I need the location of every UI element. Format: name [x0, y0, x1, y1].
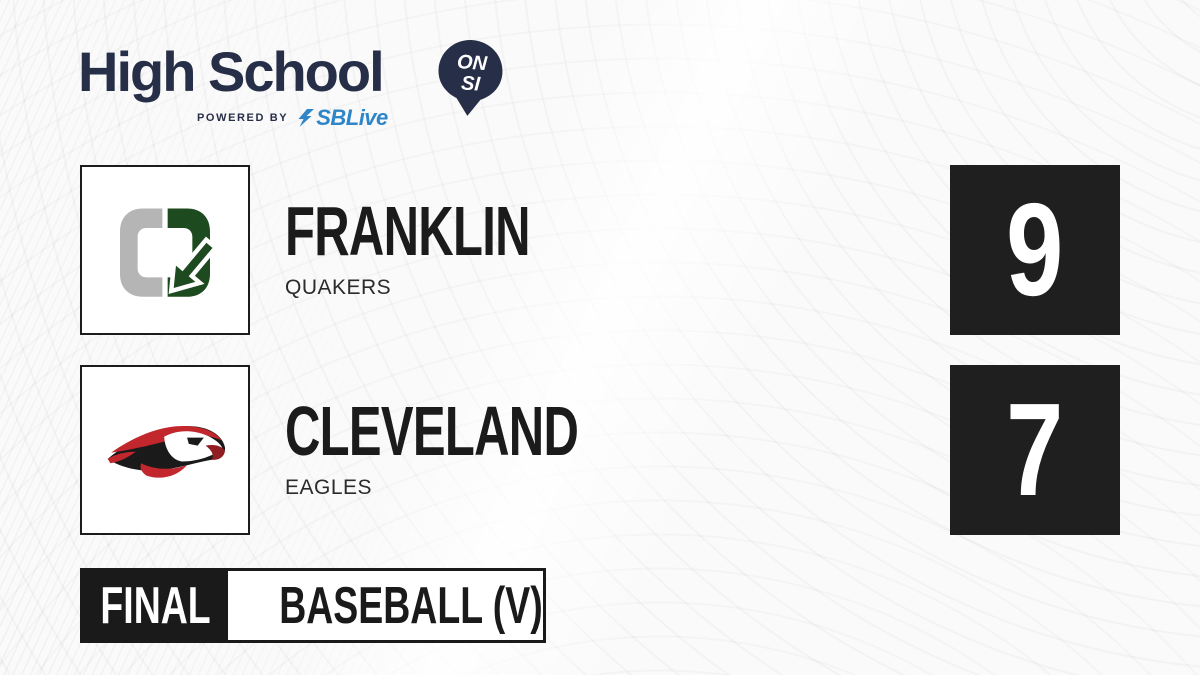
sblive-logo: SBLive — [297, 105, 388, 131]
status-sport-label: BASEBALL (V) — [279, 576, 543, 635]
status-bar: FINAL BASEBALL (V) — [80, 568, 546, 643]
pin-text-on: ON — [456, 51, 488, 75]
team1-text-block: FRANKLIN QUAKERS — [285, 163, 845, 333]
status-sport-badge: BASEBALL (V) — [228, 571, 594, 640]
team2-name: CLEVELAND — [285, 392, 579, 470]
team2-mascot: EAGLES — [285, 476, 373, 499]
brand-title: High School — [78, 40, 385, 103]
team2-score-box: 7 — [950, 365, 1120, 535]
team1-score: 9 — [1006, 176, 1064, 323]
team1-name: FRANKLIN — [285, 192, 531, 270]
sblive-wordmark: SBLive — [316, 105, 388, 130]
powered-by-label: POWERED BY — [197, 112, 289, 124]
team2-text-block: CLEVELAND EAGLES — [285, 363, 845, 533]
quakers-q-logo-icon — [120, 208, 219, 297]
onsi-pin-icon: ON SI — [438, 40, 503, 116]
team2-logo-box — [80, 365, 250, 535]
team1-logo-box — [80, 165, 250, 335]
status-final-label: FINAL — [100, 576, 211, 635]
team1-score-box: 9 — [950, 165, 1120, 335]
eagles-head-logo-icon — [107, 425, 226, 478]
team2-score: 7 — [1006, 376, 1064, 523]
pin-text-si: SI — [460, 72, 481, 95]
status-final-badge: FINAL — [83, 571, 228, 640]
powered-by-row: POWERED BY SBLive — [197, 105, 388, 131]
sblive-bolt-icon — [298, 109, 315, 127]
team1-mascot: QUAKERS — [285, 276, 392, 299]
